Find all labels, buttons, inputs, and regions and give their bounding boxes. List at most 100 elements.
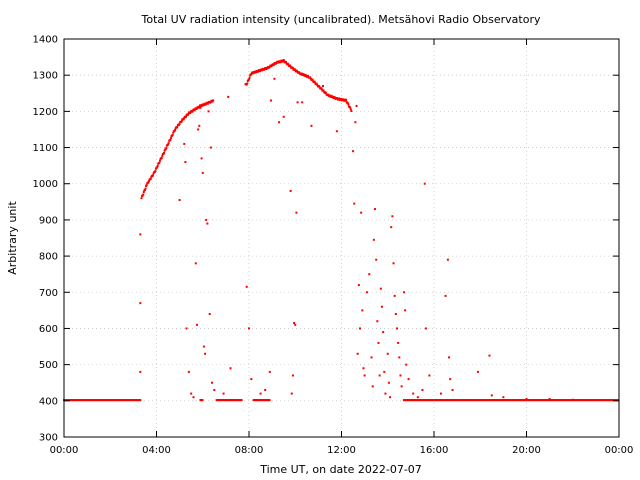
data-point [355, 104, 358, 107]
data-point-envelope [277, 61, 280, 64]
data-point [386, 352, 389, 355]
data-point [139, 370, 142, 373]
data-point [207, 110, 210, 113]
data-point-envelope [281, 60, 284, 63]
data-point [361, 309, 364, 312]
data-point-envelope [250, 73, 253, 76]
data-point [290, 392, 293, 395]
data-point [282, 115, 285, 118]
data-point-envelope [174, 129, 176, 132]
data-point-envelope [150, 176, 153, 179]
data-point-envelope [304, 73, 307, 76]
y-tick-label: 900 [39, 215, 58, 226]
y-tick-label: 300 [39, 433, 58, 444]
data-point-envelope [167, 143, 170, 146]
data-point-envelope [295, 69, 298, 72]
chart-title: Total UV radiation intensity (uncalibrat… [141, 13, 541, 26]
data-point-envelope [285, 61, 287, 64]
data-point-envelope [152, 174, 155, 177]
data-point [399, 374, 402, 377]
data-point [392, 262, 395, 265]
data-point [293, 322, 296, 325]
data-point [548, 398, 551, 401]
x-tick-label: 00:00 [605, 445, 634, 456]
data-point-envelope [336, 97, 339, 100]
data-point [185, 327, 188, 330]
data-point [200, 157, 203, 160]
data-point [502, 396, 505, 399]
data-point [197, 128, 200, 131]
data-point [310, 124, 313, 127]
data-point [404, 309, 407, 312]
data-point [273, 77, 276, 80]
data-point-envelope [206, 102, 209, 105]
data-point-envelope [191, 109, 194, 112]
data-point [201, 171, 204, 174]
data-point-envelope [324, 91, 327, 94]
data-point [213, 388, 216, 391]
data-point-envelope [258, 70, 261, 73]
data-point [377, 341, 380, 344]
data-point-envelope [289, 65, 292, 68]
data-point [205, 218, 208, 221]
data-point [412, 392, 415, 395]
data-point [139, 233, 142, 236]
data-point-envelope [145, 185, 148, 188]
data-point-envelope [268, 65, 271, 68]
data-point-envelope [268, 66, 271, 69]
data-point-envelope [176, 125, 179, 128]
data-point-envelope [287, 63, 290, 66]
data-point [374, 208, 377, 211]
y-tick-label: 1100 [33, 143, 58, 154]
data-point-envelope [154, 167, 157, 170]
data-point-envelope [180, 120, 183, 123]
data-point-baseline [268, 399, 271, 402]
y-axis-label: Arbitrary unit [6, 201, 19, 275]
data-point-envelope [316, 83, 319, 86]
data-point-envelope [193, 109, 196, 112]
data-point-envelope [167, 142, 170, 145]
data-point [357, 284, 360, 287]
data-point [289, 189, 292, 192]
data-point [278, 121, 281, 124]
data-point-envelope [349, 106, 352, 109]
data-point [424, 327, 427, 330]
data-point [139, 302, 142, 305]
data-points [63, 58, 620, 402]
data-point [428, 374, 431, 377]
data-point-envelope [140, 197, 143, 200]
data-point-envelope [158, 161, 161, 164]
data-point-envelope [154, 170, 157, 173]
data-point [178, 199, 181, 202]
data-point-envelope [163, 152, 166, 155]
data-point-envelope [163, 149, 166, 152]
data-point-envelope [333, 96, 336, 99]
data-point [398, 356, 401, 359]
data-point-envelope [165, 146, 168, 149]
data-point-envelope [169, 136, 172, 139]
data-point-envelope [270, 65, 273, 68]
data-point [405, 363, 408, 366]
data-point [393, 294, 396, 297]
data-point [202, 345, 205, 348]
x-tick-label: 16:00 [420, 445, 449, 456]
data-point-envelope [180, 119, 183, 122]
data-point-envelope [212, 99, 215, 102]
data-point [206, 222, 209, 225]
data-point-envelope [144, 187, 147, 190]
data-point-envelope [298, 71, 301, 74]
data-point-envelope [152, 172, 155, 175]
data-point [382, 331, 385, 334]
data-point-envelope [347, 103, 350, 106]
data-point-envelope [189, 111, 192, 114]
data-point-envelope [205, 102, 208, 105]
data-point-baseline [617, 399, 620, 402]
grid-layer [64, 39, 619, 437]
data-point [525, 398, 528, 401]
data-point-envelope [158, 159, 161, 162]
data-point [322, 85, 324, 88]
data-point-envelope [322, 89, 325, 92]
data-point-envelope [279, 60, 282, 63]
data-point-envelope [164, 148, 167, 151]
